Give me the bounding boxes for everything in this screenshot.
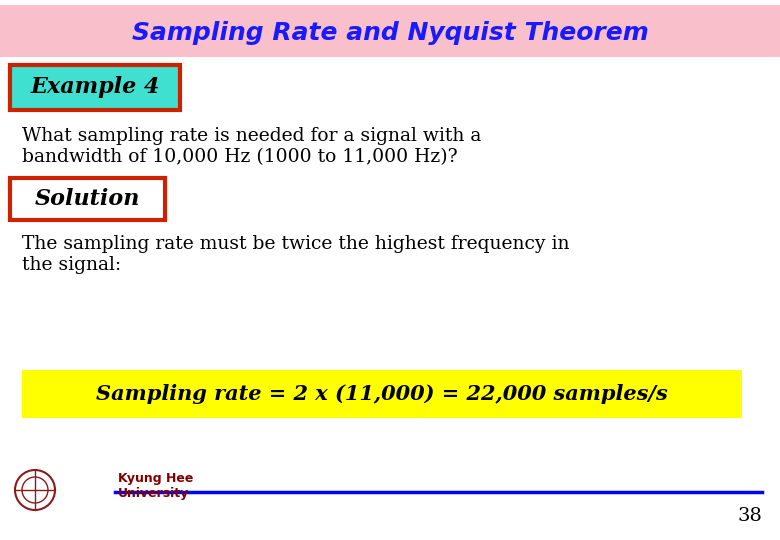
FancyBboxPatch shape bbox=[22, 370, 742, 418]
Text: What sampling rate is needed for a signal with a: What sampling rate is needed for a signa… bbox=[22, 127, 481, 145]
Text: Sampling Rate and Nyquist Theorem: Sampling Rate and Nyquist Theorem bbox=[132, 21, 648, 45]
Text: Solution: Solution bbox=[35, 188, 140, 210]
Text: Example 4: Example 4 bbox=[30, 77, 160, 98]
Text: The sampling rate must be twice the highest frequency in: The sampling rate must be twice the high… bbox=[22, 235, 569, 253]
Text: Kyung Hee: Kyung Hee bbox=[118, 472, 193, 485]
Text: bandwidth of 10,000 Hz (1000 to 11,000 Hz)?: bandwidth of 10,000 Hz (1000 to 11,000 H… bbox=[22, 148, 458, 166]
Text: University: University bbox=[118, 487, 190, 500]
Text: 38: 38 bbox=[737, 507, 762, 525]
FancyBboxPatch shape bbox=[10, 65, 180, 110]
Text: the signal:: the signal: bbox=[22, 256, 121, 274]
FancyBboxPatch shape bbox=[10, 178, 165, 220]
Text: Sampling rate = 2 x (11,000) = 22,000 samples/s: Sampling rate = 2 x (11,000) = 22,000 sa… bbox=[96, 384, 668, 404]
FancyBboxPatch shape bbox=[0, 5, 780, 57]
